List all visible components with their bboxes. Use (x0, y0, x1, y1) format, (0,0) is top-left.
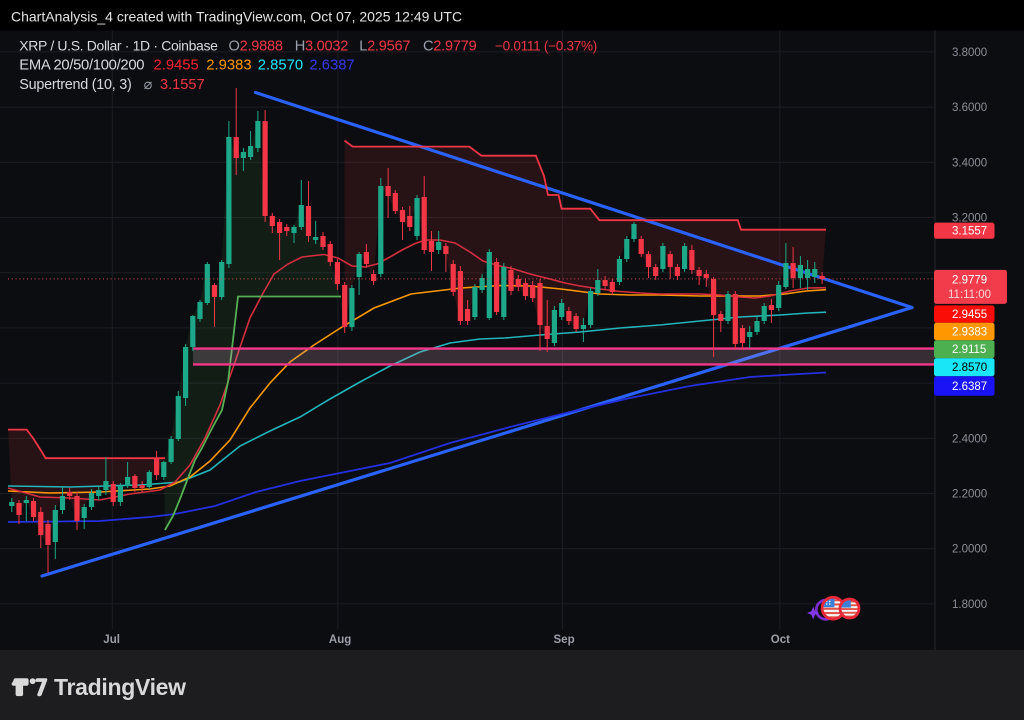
svg-text:2.6387: 2.6387 (309, 58, 354, 74)
svg-text:⌀: ⌀ (144, 77, 153, 93)
svg-text:2.8570: 2.8570 (258, 58, 303, 74)
svg-text:2.9383: 2.9383 (952, 327, 987, 339)
svg-text:XRP / U.S. Dollar · 1D · Coinb: XRP / U.S. Dollar · 1D · Coinbase (19, 37, 218, 53)
svg-text:2.9383: 2.9383 (206, 58, 251, 74)
svg-text:Supertrend (10, 3): Supertrend (10, 3) (19, 77, 131, 93)
svg-text:−0.0111 (−0.37%): −0.0111 (−0.37%) (495, 38, 597, 53)
svg-text:H3.0032: H3.0032 (295, 38, 349, 54)
svg-text:3.4000: 3.4000 (952, 157, 987, 169)
svg-text:11:11:00: 11:11:00 (948, 289, 991, 301)
svg-text:ChartAnalysis_4 created with T: ChartAnalysis_4 created with TradingView… (11, 9, 462, 25)
svg-text:TradingView: TradingView (54, 674, 186, 700)
svg-text:Jul: Jul (103, 634, 120, 646)
svg-text:3.8000: 3.8000 (952, 47, 987, 59)
svg-text:2.6387: 2.6387 (952, 381, 987, 393)
svg-text:2.9115: 2.9115 (952, 344, 986, 356)
svg-text:3.6000: 3.6000 (952, 102, 987, 114)
svg-text:2.0000: 2.0000 (952, 544, 987, 556)
svg-text:1.8000: 1.8000 (952, 599, 987, 611)
svg-text:3.2000: 3.2000 (952, 213, 987, 225)
svg-text:C2.9779: C2.9779 (423, 38, 477, 54)
svg-text:2.4000: 2.4000 (952, 433, 987, 445)
svg-text:Oct: Oct (771, 634, 790, 646)
svg-text:O2.9888: O2.9888 (229, 38, 283, 54)
svg-text:Sep: Sep (554, 634, 575, 646)
svg-text:L2.9567: L2.9567 (359, 38, 410, 54)
svg-text:2.2000: 2.2000 (952, 489, 987, 501)
svg-text:3.1557: 3.1557 (160, 77, 205, 93)
svg-text:Aug: Aug (329, 634, 351, 646)
svg-text:2.9779: 2.9779 (952, 274, 987, 286)
svg-text:2.9455: 2.9455 (154, 58, 199, 74)
svg-text:3.1557: 3.1557 (952, 226, 987, 238)
svg-text:EMA 20/50/100/200: EMA 20/50/100/200 (19, 58, 144, 74)
svg-text:2.8570: 2.8570 (952, 362, 987, 374)
svg-text:2.9455: 2.9455 (952, 309, 987, 321)
